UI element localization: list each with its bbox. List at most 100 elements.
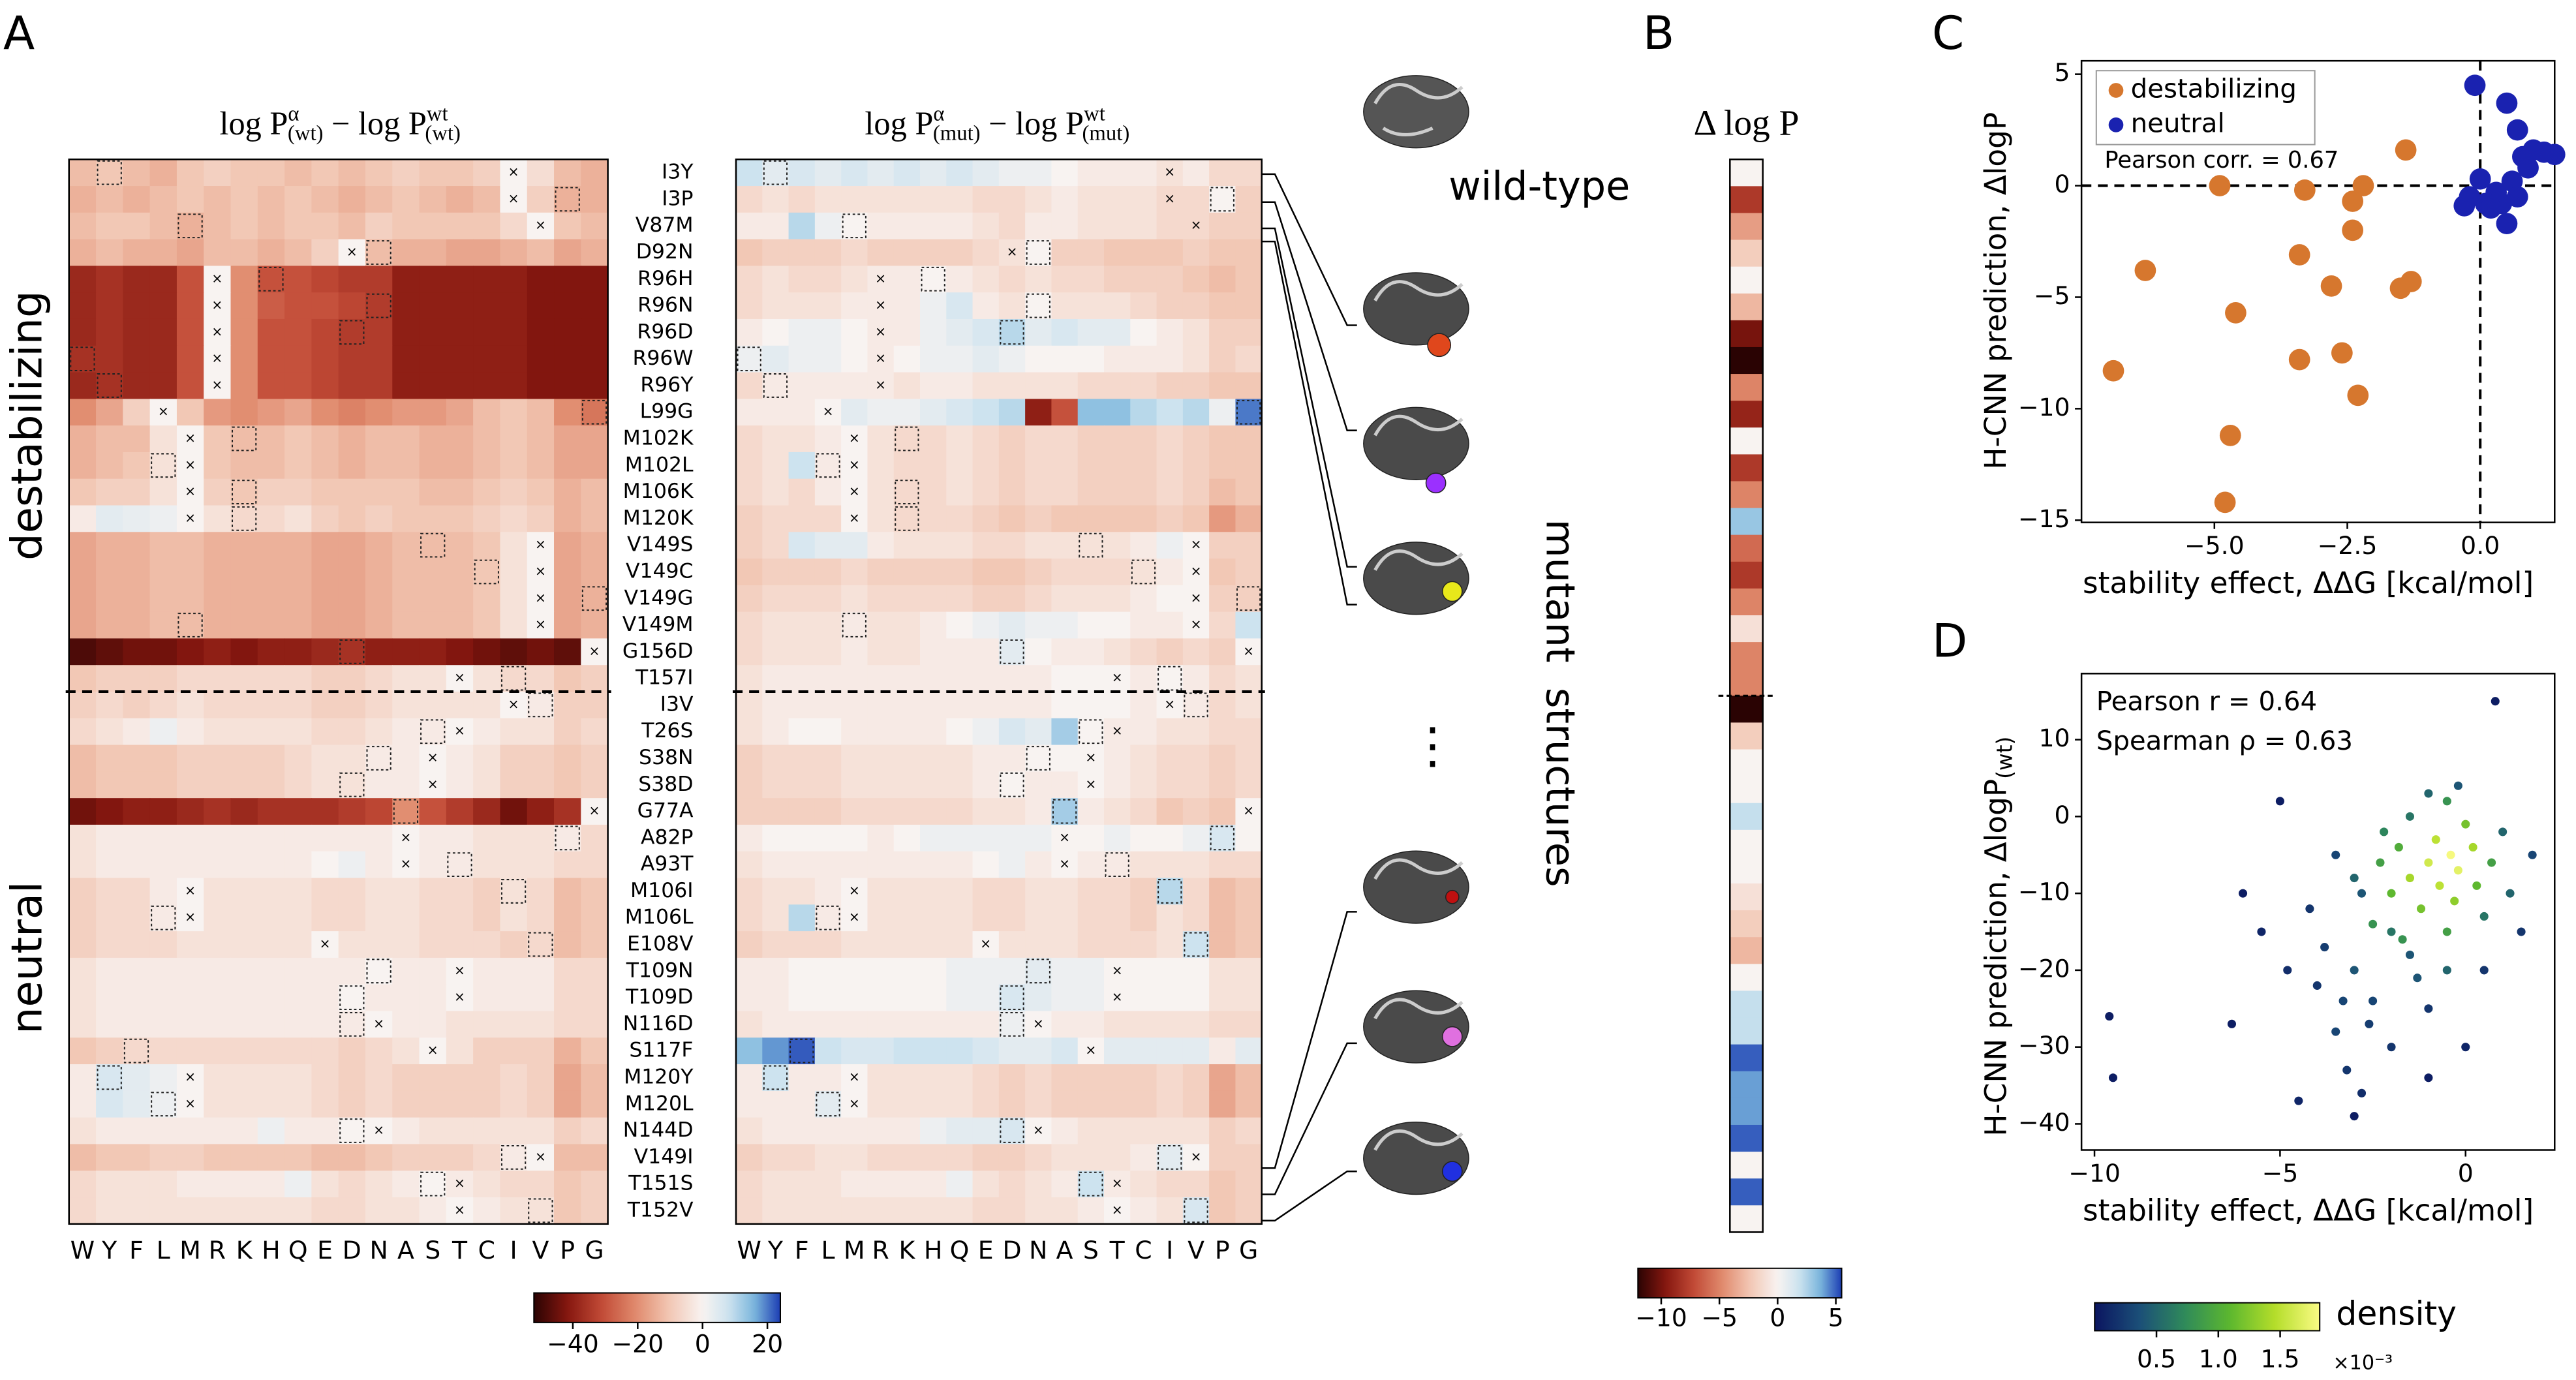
heatmap-cell [1025,292,1052,320]
heatmap-cell [176,186,204,213]
heatmap-cell [96,399,124,426]
heatmap-cell [1182,744,1210,773]
axes-frame [2080,59,2556,523]
heatmap-cell [1051,318,1079,346]
title-part: log P [219,104,288,141]
heatmap-cell [1209,239,1236,267]
heatmap-cell [69,372,97,400]
heatmap-cell [230,1144,258,1171]
heatmap-cell [1156,851,1184,879]
title-part: − log P [323,104,426,141]
heatmap-cell [527,532,555,559]
heatmap-cell [893,399,921,426]
heatmap-cell [473,318,501,346]
strip-cell [1730,534,1763,562]
heatmap-cell [946,798,974,825]
mut-marker [339,1118,365,1143]
heatmap-cell [1209,984,1236,1012]
heatmap-cell [788,345,816,373]
heatmap-cell [149,851,177,879]
wt-marker: × [980,936,991,951]
heatmap-cell [736,824,763,852]
heatmap-cell [96,212,124,240]
wt-marker: × [535,217,546,233]
heatmap-cell [946,904,974,932]
heatmap-cell [96,186,124,213]
heatmap-cell [123,665,151,692]
heatmap-cell [998,345,1026,373]
heatmap-cell [1156,372,1184,400]
heatmap-cell [1235,159,1263,187]
heatmap-cell [554,638,582,666]
wt-marker: × [1243,643,1254,658]
mut-marker [528,692,553,718]
heatmap-cell [1130,186,1158,213]
heatmap-cell [814,1090,842,1118]
heatmap-cell [581,984,609,1012]
heatmap-cell [1025,1144,1052,1171]
heatmap-cell [284,1197,313,1225]
heatmap-cell [1077,318,1105,346]
heatmap-cell [998,1011,1026,1039]
heatmap-cell [123,851,151,879]
heatmap-cell [284,186,313,213]
heatmap-cell [893,798,921,825]
mut-marker [528,932,553,957]
legend-marker [2108,83,2124,98]
scatter-point [2424,1073,2433,1082]
strip-cell [1730,561,1763,589]
heatmap-cell [1104,611,1131,639]
heatmap-cell [473,771,501,799]
heatmap-cell [392,1037,420,1065]
heatmap-cell [69,478,97,506]
strip-cell [1730,856,1763,884]
heatmap-cell [1130,1197,1158,1225]
mut-marker [366,958,391,984]
heatmap-cell [500,824,528,852]
heatmap-cell [554,186,582,213]
heatmap-cell [554,266,582,293]
scatter-point [2350,1112,2359,1121]
heatmap-cell [527,345,555,373]
heatmap-cell [1077,239,1105,267]
heatmap-cell [1077,452,1105,480]
heatmap-cell [230,372,258,400]
heatmap-cell [1235,186,1263,213]
heatmap-cell [972,186,1000,213]
heatmap-cell [998,186,1026,213]
heatmap-cell [1235,318,1263,346]
scatter-point [2331,1027,2340,1036]
wt-marker: × [400,829,411,845]
heatmap-cell [814,718,842,746]
heatmap-cell [284,372,313,400]
heatmap-cell [1025,212,1052,240]
heatmap-cell [946,1144,974,1171]
heatmap-cell [893,345,921,373]
heatmap-cell [69,878,97,906]
heatmap-cell [365,665,393,692]
heatmap-cell [1182,399,1210,426]
y-tick-label: −15 [2018,504,2070,533]
heatmap-cell [284,559,313,586]
heatmap-cell [1130,399,1158,426]
wt-marker: × [373,1015,384,1031]
heatmap-cell [96,1117,124,1145]
heatmap-cell [284,771,313,799]
mut-marker [1079,1171,1103,1197]
heatmap-cell [365,931,393,958]
heatmap-cell [893,904,921,932]
heatmap-cell [736,345,763,373]
heatmap-cell [284,318,313,346]
heatmap-cell [257,345,285,373]
column-label: E [317,1236,333,1265]
heatmap-cell [841,984,868,1012]
mut-marker [1000,985,1024,1010]
heatmap-cell [392,1197,420,1225]
wt-marker: × [849,510,860,525]
y-tick-label: 0 [2054,801,2070,829]
heatmap-cell [1209,585,1236,613]
heatmap-cell [392,585,420,613]
heatmap-cell [1025,771,1052,799]
heatmap-cell [867,532,895,559]
heatmap-cell [230,984,258,1012]
